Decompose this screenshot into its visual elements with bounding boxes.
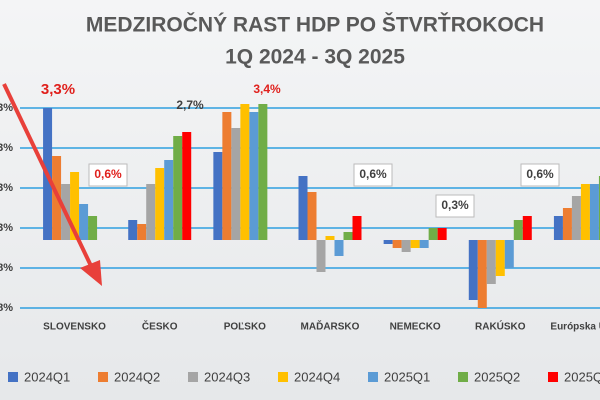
x-tick-label: MAĎARSKO bbox=[301, 320, 360, 333]
arrow-line bbox=[2, 83, 94, 269]
bar bbox=[88, 216, 98, 240]
bar bbox=[137, 224, 147, 240]
x-tick-label: ČESKO bbox=[142, 320, 178, 333]
bar bbox=[437, 228, 447, 240]
bar bbox=[522, 216, 532, 240]
bar bbox=[258, 104, 268, 240]
x-tick-label: Európska Únia bbox=[550, 320, 600, 333]
annotation: 0,6% bbox=[359, 167, 387, 181]
bar bbox=[173, 136, 183, 240]
legend-swatch bbox=[8, 372, 18, 382]
x-tick-label: NEMECKO bbox=[390, 322, 441, 333]
y-tick-label: 3% bbox=[0, 222, 13, 234]
legend-swatch bbox=[188, 372, 198, 382]
legend-label: 2024Q3 bbox=[204, 369, 250, 384]
bar bbox=[316, 240, 326, 272]
bar bbox=[553, 216, 563, 240]
bar bbox=[495, 240, 505, 276]
legend-swatch bbox=[548, 372, 558, 382]
bar bbox=[468, 240, 478, 300]
legend-label: 2024Q4 bbox=[294, 369, 340, 384]
annotation: 3,4% bbox=[253, 82, 281, 96]
annotation: 3,3% bbox=[41, 81, 75, 98]
bar bbox=[334, 240, 344, 256]
bar bbox=[419, 240, 429, 248]
bar bbox=[589, 184, 599, 240]
legend-swatch bbox=[458, 372, 468, 382]
x-tick-label: RAKÚSKO bbox=[475, 320, 526, 333]
bar bbox=[477, 240, 487, 308]
y-tick-label: 8% bbox=[0, 302, 13, 314]
bar bbox=[410, 240, 420, 248]
bar bbox=[128, 220, 138, 240]
bar bbox=[307, 192, 317, 240]
bar bbox=[401, 240, 411, 252]
chart-subtitle: 1Q 2024 - 3Q 2025 bbox=[225, 46, 405, 69]
arrow-head bbox=[80, 260, 102, 286]
bar bbox=[598, 176, 600, 240]
bar bbox=[298, 176, 308, 240]
annotation-box bbox=[353, 163, 393, 187]
bar bbox=[146, 184, 156, 240]
bar bbox=[249, 112, 259, 240]
annotation: 2,7% bbox=[176, 98, 204, 112]
legend-swatch bbox=[278, 372, 288, 382]
bar bbox=[352, 216, 362, 240]
legend-swatch bbox=[98, 372, 108, 382]
annotation: 0,6% bbox=[526, 167, 554, 181]
y-tick-label: 3% bbox=[0, 142, 13, 154]
y-tick-label: 8% bbox=[0, 262, 13, 274]
x-tick-label: POĽSKO bbox=[224, 322, 266, 333]
bar bbox=[231, 128, 241, 240]
bar bbox=[562, 208, 572, 240]
legend-label: 2025Q2 bbox=[474, 369, 520, 384]
annotation: 0,6% bbox=[94, 167, 122, 181]
bar bbox=[343, 232, 353, 240]
y-tick-label: 3% bbox=[0, 182, 13, 194]
bar bbox=[580, 184, 590, 240]
bar bbox=[571, 196, 581, 240]
bar bbox=[486, 240, 496, 284]
bar bbox=[240, 104, 250, 240]
chart-title: MEDZIROČNÝ RAST HDP PO ŠTVRŤROKOCH bbox=[86, 13, 544, 37]
bar bbox=[504, 240, 514, 268]
legend-label: 2024Q1 bbox=[24, 369, 70, 384]
annotation-box bbox=[435, 194, 475, 218]
bar bbox=[513, 220, 523, 240]
annotation: 0,3% bbox=[441, 198, 469, 212]
legend-swatch bbox=[368, 372, 378, 382]
x-tick-label: SLOVENSKO bbox=[43, 322, 106, 333]
bar bbox=[428, 228, 438, 240]
bar bbox=[392, 240, 402, 248]
y-tick-label: 3% bbox=[0, 102, 13, 114]
bar bbox=[79, 204, 89, 240]
bar bbox=[383, 240, 393, 244]
bar bbox=[182, 132, 192, 240]
arrow bbox=[2, 83, 102, 286]
bar bbox=[213, 152, 223, 240]
bar bbox=[325, 236, 335, 240]
bar bbox=[70, 172, 80, 240]
legend-label: 2024Q2 bbox=[114, 369, 160, 384]
annotation-box bbox=[88, 163, 128, 187]
bar bbox=[155, 168, 165, 240]
legend-label: 2025Q3 bbox=[564, 369, 600, 384]
annotation-box bbox=[520, 163, 560, 187]
bar bbox=[222, 112, 232, 240]
legend-label: 2025Q1 bbox=[384, 369, 430, 384]
bar bbox=[164, 160, 174, 240]
